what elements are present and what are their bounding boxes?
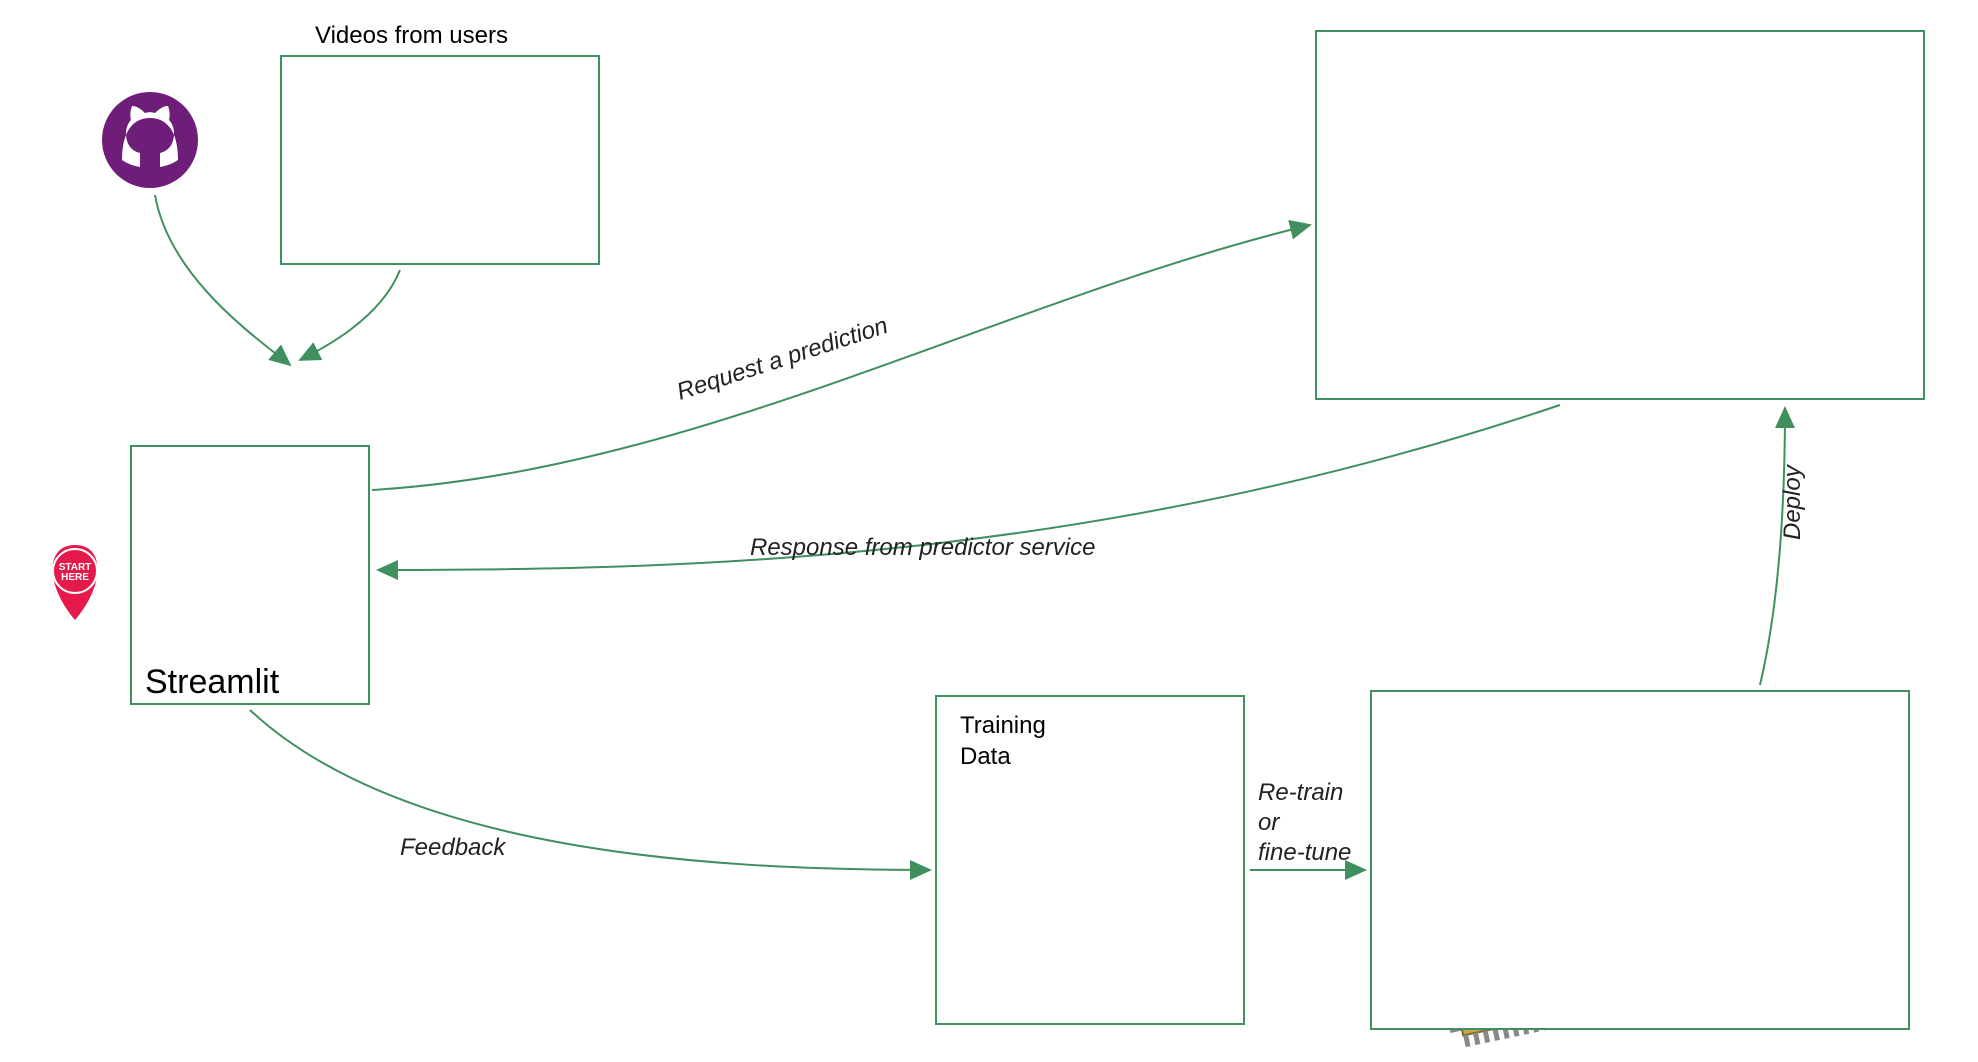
lambda-node xyxy=(1315,30,1925,400)
edge-label-deploy: Deploy xyxy=(1779,463,1806,540)
streamlit-title: Streamlit xyxy=(145,660,279,704)
edge-videos-to-streamlit xyxy=(300,270,400,360)
training-title: TrainingData xyxy=(960,710,1046,772)
edge-label-feedback: Feedback xyxy=(400,834,507,861)
edge-label-request-prediction: Request a prediction xyxy=(674,312,892,406)
edge-response xyxy=(378,405,1560,570)
github-icon xyxy=(102,92,198,188)
edge-feedback xyxy=(250,710,930,870)
edge-deploy xyxy=(1760,408,1785,685)
edge-github-to-streamlit xyxy=(155,195,290,365)
edge-label-retrain: Re-trainorfine-tune xyxy=(1258,779,1351,866)
videos-node xyxy=(280,55,600,265)
start-here-text: START HERE xyxy=(57,563,93,583)
edge-label-response: Response from predictor service xyxy=(750,534,1095,561)
videos-title: Videos from users xyxy=(315,20,508,51)
pytorch-node xyxy=(1370,690,1910,1030)
